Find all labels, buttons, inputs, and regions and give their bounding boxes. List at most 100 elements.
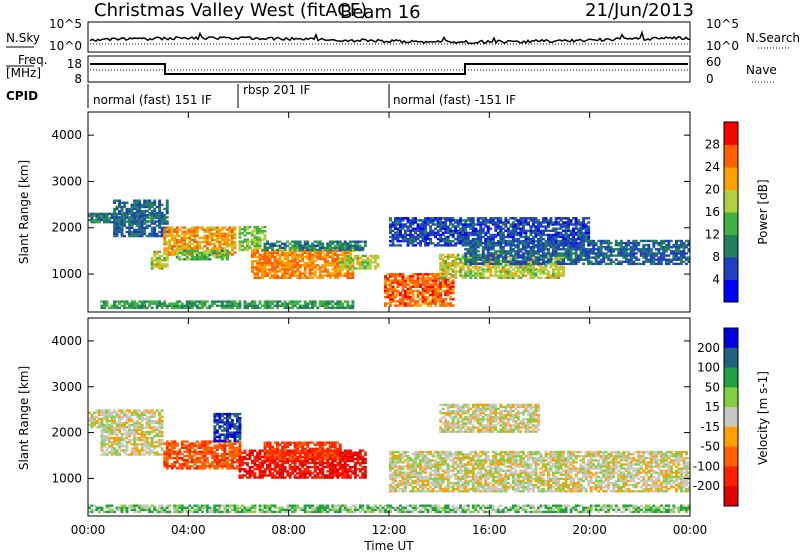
heatmap-cell <box>246 225 249 229</box>
heatmap-cell <box>188 253 192 256</box>
heatmap-cell <box>180 452 184 456</box>
heatmap-cell <box>426 275 430 278</box>
heatmap-cell <box>496 217 500 220</box>
heatmap-cell <box>93 221 96 224</box>
heatmap-cell <box>125 432 129 436</box>
heatmap-cell <box>193 302 197 305</box>
heatmap-cell <box>439 262 443 265</box>
heatmap-cell <box>103 212 106 216</box>
heatmap-cell <box>516 225 520 228</box>
heatmap-cell <box>521 272 525 275</box>
heatmap-cell <box>539 241 543 245</box>
heatmap-cell <box>341 304 345 307</box>
heatmap-cell <box>506 255 510 259</box>
heatmap-cell <box>261 268 265 271</box>
heatmap-cell <box>511 268 515 271</box>
heatmap-cell <box>421 273 425 276</box>
heatmap-cell <box>108 409 112 412</box>
heatmap-cell <box>110 306 114 310</box>
heatmap-cell <box>685 243 688 247</box>
heatmap-cell <box>228 232 232 235</box>
heatmap-cell <box>516 246 520 249</box>
heatmap-cell <box>183 461 187 464</box>
heatmap-cell <box>441 268 445 271</box>
heatmap-cell <box>399 227 402 230</box>
heatmap-cell <box>266 262 270 265</box>
heatmap-cell <box>481 250 485 253</box>
heatmap-cell <box>394 300 397 303</box>
heatmap-cell <box>118 226 122 229</box>
heatmap-cell <box>311 304 315 307</box>
heatmap-cell <box>474 262 478 266</box>
heatmap-cell <box>150 222 154 225</box>
heatmap-cell <box>288 242 292 245</box>
heatmap-cell <box>479 233 483 237</box>
heatmap-cell <box>273 262 277 265</box>
heatmap-cell <box>431 302 435 305</box>
heatmap-cell <box>351 302 355 305</box>
heatmap-cell <box>444 221 448 224</box>
heatmap-cell <box>276 259 280 263</box>
heatmap-cell <box>113 432 117 436</box>
heatmap-cell <box>316 244 320 247</box>
heatmap-cell <box>389 231 392 235</box>
heatmap-cell <box>471 239 475 243</box>
heatmap-cell <box>158 234 162 238</box>
heatmap-cell <box>501 260 505 263</box>
heatmap-cell <box>604 241 608 245</box>
heatmap-cell <box>476 246 480 249</box>
heatmap-cell <box>253 274 257 277</box>
heatmap-cell <box>220 243 224 246</box>
heatmap-cell <box>527 262 530 266</box>
heatmap-cell <box>416 237 420 241</box>
heatmap-cell <box>436 296 440 299</box>
heatmap-cell <box>266 300 270 303</box>
heatmap-cell <box>672 246 676 249</box>
heatmap-cell <box>639 262 643 266</box>
heatmap-cell <box>233 302 237 305</box>
heatmap-cell <box>328 255 332 259</box>
heatmap-cell <box>607 254 611 257</box>
heatmap-cell <box>476 231 480 235</box>
heatmap-cell <box>501 248 505 251</box>
heatmap-cell <box>190 232 194 235</box>
heatmap-cell <box>368 254 372 258</box>
heatmap-cell <box>118 300 122 303</box>
heatmap-cell <box>436 285 440 288</box>
heatmap-cell <box>195 456 199 460</box>
heatmap-cell <box>215 249 219 252</box>
heatmap-cell <box>118 201 122 204</box>
heatmap-cell <box>326 246 330 250</box>
heatmap-cell <box>479 235 483 239</box>
heatmap-cell <box>108 441 112 444</box>
heatmap-cell <box>411 277 415 280</box>
heatmap-cell <box>193 448 197 451</box>
heatmap-cell <box>220 251 224 254</box>
heatmap-cell <box>223 243 227 246</box>
heatmap-cell <box>431 291 435 295</box>
heatmap-cell <box>434 279 438 282</box>
heatmap-cell <box>537 250 540 253</box>
heatmap-cell <box>183 238 187 242</box>
heatmap-cell <box>145 432 149 436</box>
heatmap-cell <box>351 240 355 243</box>
heatmap-cell <box>286 255 290 259</box>
heatmap-cell <box>263 304 267 307</box>
heatmap-cell <box>542 254 545 257</box>
heatmap-cell <box>401 293 405 297</box>
heatmap-cell <box>496 258 500 261</box>
heatmap-cell <box>572 231 576 235</box>
heatmap-cell <box>195 234 199 238</box>
heatmap-cell <box>333 251 337 254</box>
heatmap-cell <box>589 262 593 266</box>
heatmap-cell <box>268 306 272 310</box>
heatmap-cell <box>288 248 292 252</box>
heatmap-cell <box>476 217 480 220</box>
heatmap-cell <box>195 240 199 244</box>
heatmap-cell <box>160 232 164 236</box>
heatmap-cell <box>441 273 445 276</box>
heatmap-cell <box>128 409 132 412</box>
heatmap-cell <box>504 219 508 222</box>
heatmap-cell <box>476 233 480 237</box>
heatmap-cell <box>291 274 295 277</box>
